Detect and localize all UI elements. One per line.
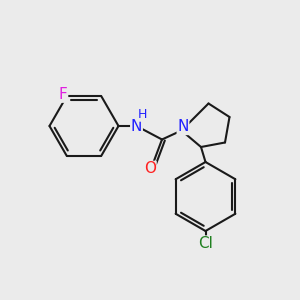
Text: Cl: Cl [198, 236, 213, 251]
Text: N: N [131, 119, 142, 134]
Text: F: F [59, 87, 68, 102]
Text: H: H [138, 108, 147, 121]
Text: N: N [177, 119, 189, 134]
Text: O: O [144, 161, 156, 176]
